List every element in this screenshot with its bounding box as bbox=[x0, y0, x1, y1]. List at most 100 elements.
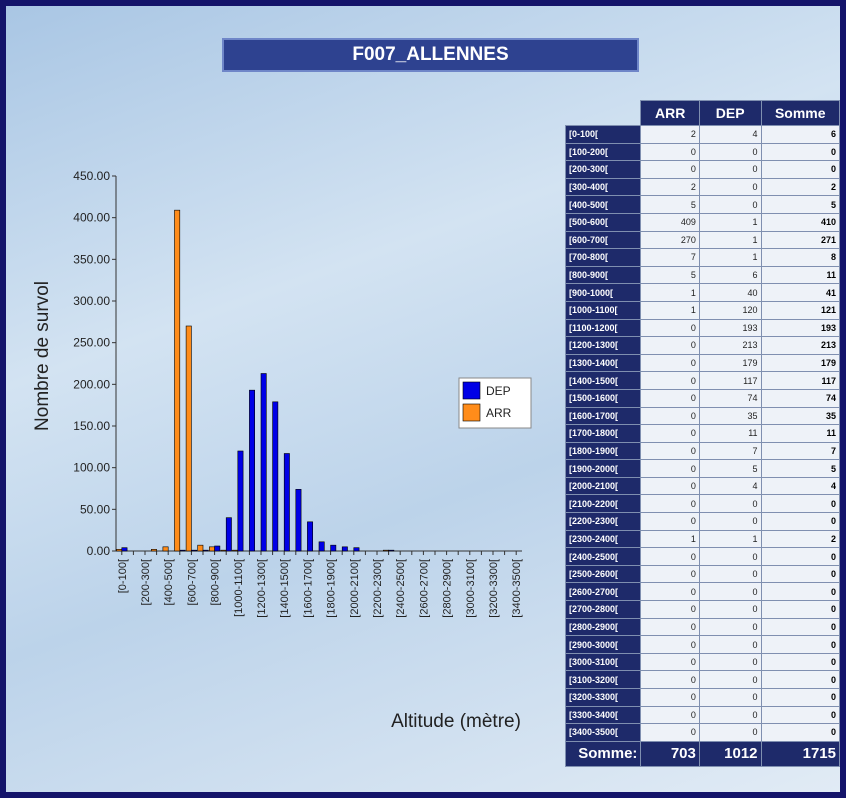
table-row: [200-300[0 0 0 bbox=[564, 160, 840, 179]
table-row: [3200-3300[0 0 0 bbox=[564, 688, 840, 707]
y-tick-label: 450.00 bbox=[73, 169, 110, 183]
row-label: [3200-3300[ bbox=[564, 688, 642, 707]
cell: 0 bbox=[698, 512, 762, 531]
cell: 1 bbox=[698, 230, 762, 250]
table-row: [2500-2600[0 0 0 bbox=[564, 564, 840, 584]
table-row: [2800-2900[0 0 0 bbox=[564, 617, 840, 637]
table-row: [400-500[5 0 5 bbox=[564, 195, 840, 214]
y-tick-label: 400.00 bbox=[73, 211, 110, 225]
bar bbox=[174, 209, 181, 552]
bar bbox=[388, 549, 395, 552]
cell: 5 bbox=[760, 459, 840, 478]
x-tick-label: [200-300[ bbox=[140, 559, 152, 605]
row-label: [1500-1600[ bbox=[564, 388, 642, 408]
cell: 4 bbox=[760, 476, 840, 496]
table-row: [1800-1900[0 7 7 bbox=[564, 441, 840, 461]
cell: 11 bbox=[698, 424, 762, 443]
row-label: [3000-3100[ bbox=[564, 652, 642, 672]
x-tick-label: [1200-1300[ bbox=[256, 559, 268, 618]
x-tick-label: [3000-3100[ bbox=[465, 559, 477, 618]
table-row: [900-1000[1 40 41 bbox=[564, 283, 840, 302]
cell: 409 bbox=[640, 212, 700, 232]
row-label: [1400-1500[ bbox=[564, 371, 642, 390]
column-header: DEP bbox=[698, 100, 762, 126]
x-tick-label: [800-900[ bbox=[210, 559, 222, 605]
y-tick-label: 0.00 bbox=[87, 544, 111, 558]
table-row: [1700-1800[0 11 11 bbox=[564, 424, 840, 443]
x-axis-title: Altitude (mètre) bbox=[391, 711, 521, 732]
bar bbox=[179, 549, 186, 552]
bar bbox=[272, 401, 279, 552]
cell: 270 bbox=[640, 230, 700, 250]
cell: 0 bbox=[760, 564, 840, 584]
cell: 0 bbox=[698, 670, 762, 689]
cell: 0 bbox=[640, 688, 700, 707]
table-row: [2600-2700[0 0 0 bbox=[564, 582, 840, 602]
row-label: [2100-2200[ bbox=[564, 494, 642, 514]
table-row: [100-200[0 0 0 bbox=[564, 142, 840, 162]
x-tick-label: [2000-2100[ bbox=[349, 559, 361, 618]
cell: 0 bbox=[760, 635, 840, 654]
bar bbox=[330, 544, 337, 552]
y-tick-label: 50.00 bbox=[80, 502, 110, 516]
cell: 0 bbox=[640, 371, 700, 390]
cell: 2 bbox=[640, 177, 700, 197]
table-row: [2000-2100[0 4 4 bbox=[564, 476, 840, 496]
row-label: [3100-3200[ bbox=[564, 670, 642, 689]
cell: 0 bbox=[698, 600, 762, 619]
cell: 0 bbox=[640, 160, 700, 179]
row-label: [700-800[ bbox=[564, 248, 642, 267]
cell: 0 bbox=[698, 142, 762, 162]
cell: 0 bbox=[640, 705, 700, 725]
table-row: [1400-1500[0 117 117 bbox=[564, 371, 840, 390]
x-tick-label: [1600-1700[ bbox=[302, 559, 314, 618]
chart-title: F007_ALLENNES bbox=[222, 38, 639, 72]
cell: 117 bbox=[698, 371, 762, 390]
table-row: [1200-1300[0 213 213 bbox=[564, 336, 840, 355]
bar bbox=[202, 549, 209, 552]
y-tick-label: 300.00 bbox=[73, 294, 110, 308]
cell: 193 bbox=[760, 318, 840, 338]
cell: 0 bbox=[760, 142, 840, 162]
cell: 0 bbox=[760, 160, 840, 179]
cell: 0 bbox=[760, 547, 840, 566]
cell: 0 bbox=[640, 564, 700, 584]
table-row: [2900-3000[0 0 0 bbox=[564, 635, 840, 654]
bar bbox=[162, 546, 169, 552]
cell: 0 bbox=[640, 600, 700, 619]
cell: 2 bbox=[640, 125, 700, 144]
bar bbox=[197, 544, 204, 552]
cell: 0 bbox=[640, 494, 700, 514]
x-tick-label: [400-500[ bbox=[163, 559, 175, 605]
row-label: [2000-2100[ bbox=[564, 476, 642, 496]
bar bbox=[260, 373, 267, 552]
cell: 11 bbox=[760, 265, 840, 285]
cell: 74 bbox=[760, 388, 840, 408]
row-label: [1000-1100[ bbox=[564, 300, 642, 320]
table-row: [1300-1400[0 179 179 bbox=[564, 353, 840, 373]
table-row: [3100-3200[0 0 0 bbox=[564, 670, 840, 689]
x-tick-label: [3200-3300[ bbox=[488, 559, 500, 618]
cell: 0 bbox=[698, 723, 762, 742]
cell: 0 bbox=[698, 494, 762, 514]
row-label: [100-200[ bbox=[564, 142, 642, 162]
cell: 193 bbox=[698, 318, 762, 338]
table-row: [1000-1100[1 120 121 bbox=[564, 300, 840, 320]
table-row: [2300-2400[1 1 2 bbox=[564, 529, 840, 549]
row-label: [800-900[ bbox=[564, 265, 642, 285]
bar bbox=[237, 450, 244, 552]
bar bbox=[191, 549, 197, 552]
cell: 0 bbox=[760, 494, 840, 514]
cell: 117 bbox=[760, 371, 840, 390]
cell: 4 bbox=[698, 476, 762, 496]
column-header: ARR bbox=[640, 100, 700, 126]
row-label: [1700-1800[ bbox=[564, 424, 642, 443]
cell: 1 bbox=[640, 529, 700, 549]
row-label: [2400-2500[ bbox=[564, 547, 642, 566]
cell: 0 bbox=[640, 512, 700, 531]
corner bbox=[566, 101, 641, 126]
table-row: [2100-2200[0 0 0 bbox=[564, 494, 840, 514]
row-label: [900-1000[ bbox=[564, 283, 642, 302]
cell: 1 bbox=[698, 529, 762, 549]
bar bbox=[295, 489, 302, 552]
